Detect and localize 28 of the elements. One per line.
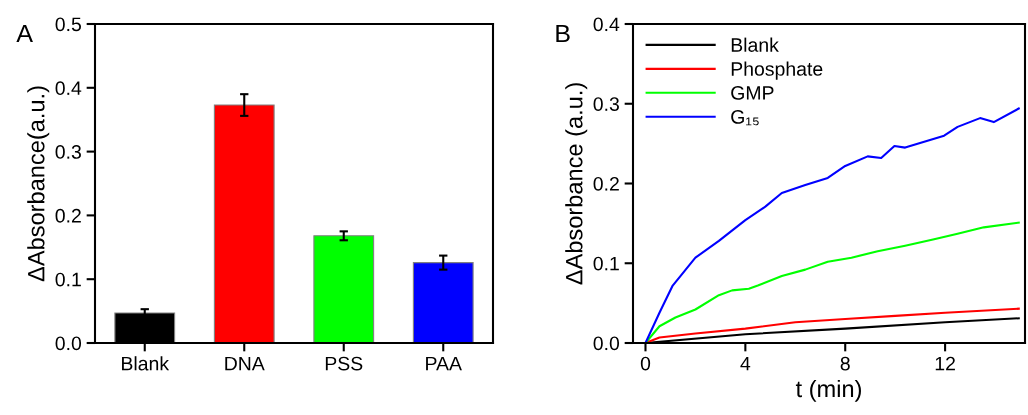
y-tick-label: 0.1 bbox=[55, 272, 81, 287]
x-tick-label: 8 bbox=[840, 356, 850, 371]
y-tick-label: 0.4 bbox=[593, 17, 620, 32]
x-tick-label: PAA bbox=[426, 356, 462, 371]
y-tick-label: 0.2 bbox=[593, 176, 619, 191]
y-tick-label: 0.5 bbox=[55, 17, 81, 32]
y-tick-label: 0.0 bbox=[55, 336, 82, 351]
legend-label: G₁₅ bbox=[731, 110, 759, 126]
y-tick-label: 0.3 bbox=[55, 145, 81, 159]
y-tick-label: 0.4 bbox=[55, 81, 82, 96]
x-tick-label: Blank bbox=[122, 356, 170, 371]
x-tick-label: 12 bbox=[935, 356, 955, 371]
y-tick-label: 0.2 bbox=[55, 208, 81, 223]
x-tick-label: 4 bbox=[740, 356, 751, 371]
legend-label: Phosphate bbox=[731, 61, 823, 80]
text: B bbox=[556, 24, 570, 43]
legend-label: GMP bbox=[731, 86, 774, 100]
y-tick-label: 0.1 bbox=[593, 256, 619, 271]
x-tick-label: 0 bbox=[640, 356, 651, 371]
y-tick-label: 0.0 bbox=[593, 336, 620, 351]
x-tick-label: DNA bbox=[225, 356, 265, 371]
x-tick-label: PSS bbox=[325, 356, 363, 371]
y-axis-title: ΔAbsorbance (a.u.) bbox=[565, 83, 588, 285]
legend-label: Blank bbox=[731, 37, 779, 52]
y-axis-title: ΔAbsorbance(a.u.) bbox=[27, 86, 50, 282]
x-axis-title: t (min) bbox=[795, 379, 861, 402]
y-tick-label: 0.3 bbox=[593, 97, 619, 111]
text: A bbox=[16, 24, 33, 43]
